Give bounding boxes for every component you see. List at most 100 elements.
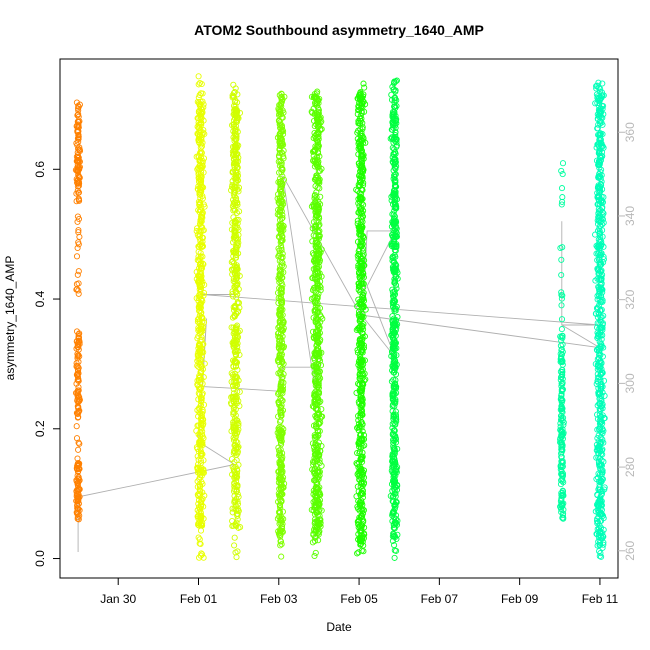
data-point [315, 384, 322, 392]
data-point [359, 132, 366, 140]
data-point [361, 442, 368, 449]
data-point [356, 502, 363, 510]
data-point [277, 519, 284, 527]
data-point [197, 148, 204, 155]
data-point [559, 475, 566, 482]
data-point [277, 405, 284, 412]
data-point [311, 537, 318, 545]
data-point [392, 183, 399, 190]
data-point [361, 84, 368, 91]
right-y-tick-label: 260 [623, 540, 637, 560]
data-point [196, 554, 203, 561]
data-point [197, 428, 204, 435]
data-point [356, 275, 363, 282]
data-point [559, 348, 566, 355]
data-point [230, 421, 237, 428]
data-point [76, 339, 83, 346]
data-point [558, 450, 565, 457]
data-point [234, 99, 241, 106]
data-point [318, 406, 325, 413]
data-point [276, 234, 283, 241]
data-point [231, 115, 239, 122]
data-point [194, 335, 201, 342]
data-point [231, 542, 238, 549]
data-point [75, 358, 82, 365]
data-point [231, 313, 238, 320]
data-point [391, 252, 398, 259]
data-point [393, 499, 400, 506]
data-point [230, 467, 237, 474]
data-point [197, 232, 204, 239]
data-point [311, 432, 318, 439]
data-point [195, 513, 202, 520]
data-point [232, 288, 239, 295]
y-tick-label: 0.0 [33, 550, 47, 567]
data-point [560, 414, 567, 421]
data-point [389, 430, 396, 437]
data-point [231, 534, 238, 541]
data-point [309, 274, 316, 282]
data-point [199, 440, 206, 447]
data-point [278, 541, 285, 548]
data-point [232, 202, 239, 209]
data-point [197, 220, 204, 228]
data-point [279, 322, 286, 329]
right-y-tick-label: 320 [623, 289, 637, 309]
data-point [355, 181, 362, 188]
data-point [317, 287, 324, 294]
data-point [230, 386, 237, 393]
data-point [314, 113, 321, 120]
data-point [315, 250, 322, 257]
data-point [275, 253, 282, 260]
data-point [392, 319, 399, 327]
data-point [559, 443, 566, 450]
data-point [199, 328, 206, 335]
data-point [198, 119, 205, 126]
data-point [75, 157, 82, 165]
data-point [196, 273, 203, 280]
data-point [317, 284, 324, 291]
data-points [72, 73, 608, 561]
data-point [357, 377, 365, 385]
data-point [277, 334, 284, 341]
data-point [230, 437, 238, 444]
right-y-tick-label: 360 [623, 122, 637, 142]
point-cluster-cluster-4 [274, 90, 288, 560]
data-point [276, 508, 283, 515]
data-point [355, 251, 362, 258]
data-point [356, 318, 363, 325]
right-y-tick-label: 340 [623, 206, 637, 226]
data-point [277, 194, 284, 201]
data-point [234, 448, 241, 455]
data-point [392, 503, 399, 510]
data-point [275, 245, 282, 252]
data-point [314, 323, 321, 330]
data-point [558, 302, 565, 309]
data-point [354, 187, 361, 194]
data-point [237, 524, 244, 531]
data-point [197, 395, 204, 402]
data-point [394, 313, 401, 321]
data-point [231, 312, 239, 320]
data-point [75, 446, 82, 453]
data-point [315, 167, 322, 174]
data-point [278, 190, 285, 197]
x-tick-label: Feb 11 [582, 592, 619, 606]
data-point [197, 98, 204, 105]
data-point [392, 88, 399, 95]
data-point [558, 167, 565, 174]
data-point [394, 445, 401, 452]
data-point [200, 457, 207, 464]
data-point [391, 346, 398, 353]
data-point [390, 345, 397, 353]
data-point [358, 389, 365, 397]
data-point [557, 374, 565, 381]
data-point [278, 90, 285, 97]
data-point [276, 351, 283, 358]
data-point [195, 186, 202, 193]
data-point [559, 160, 567, 167]
data-point [277, 304, 285, 311]
data-point [360, 182, 367, 189]
data-point [232, 141, 239, 149]
data-point [357, 500, 364, 507]
